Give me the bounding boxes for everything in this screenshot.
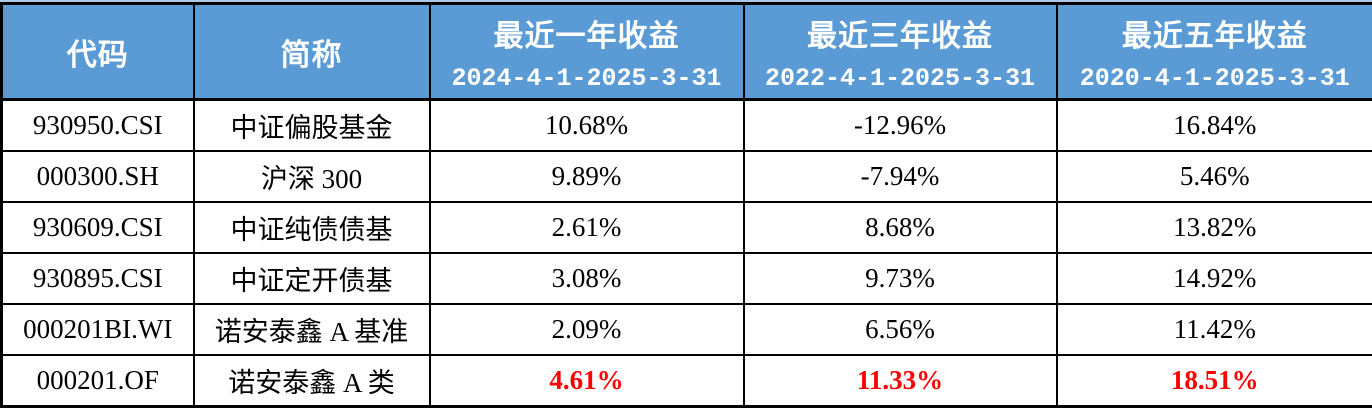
table-row: 000201BI.WI 诺安泰鑫 A 基准 2.09% 6.56% 11.42% [0,303,1372,357]
table-row: 930950.CSI 中证偏股基金 10.68% -12.96% 16.84% [0,98,1372,152]
row-name: 沪深 300 [192,149,431,203]
row-return-3y: -7.94% [742,149,1058,203]
row-return-3y: -12.96% [742,98,1058,152]
top-hairline-divider [0,0,1372,2]
row-return-1y: 2.61% [428,200,745,254]
header-code-label: 代码 [66,38,129,72]
row-return-1y: 4.61% [428,354,745,408]
header-cell-return-3y: 最近三年收益 2022-4-1-2025-3-31 [742,2,1058,101]
row-name: 中证纯债债基 [192,200,431,254]
header-return-5y-label: 最近五年收益 [1121,19,1308,53]
row-name: 诺安泰鑫 A 类 [192,354,431,408]
row-code: 000201.OF [0,354,195,408]
header-return-3y-period: 2022-4-1-2025-3-31 [764,63,1036,93]
table-row: 000201.OF 诺安泰鑫 A 类 4.61% 11.33% 18.51% [0,354,1372,408]
row-return-5y: 16.84% [1055,98,1372,152]
row-return-3y: 11.33% [742,354,1058,408]
header-return-1y-label: 最近一年收益 [493,19,680,53]
row-return-3y: 8.68% [742,200,1058,254]
row-return-1y: 9.89% [428,149,745,203]
row-return-5y: 18.51% [1055,354,1372,408]
row-code: 930609.CSI [0,200,195,254]
table-header: 代码 简称 最近一年收益 2024-4-1-2025-3-31 [0,2,1372,101]
header-row: 代码 简称 最近一年收益 2024-4-1-2025-3-31 [0,2,1372,101]
table-row: 930609.CSI 中证纯债债基 2.61% 8.68% 13.82% [0,200,1372,254]
header-cell-return-5y: 最近五年收益 2020-4-1-2025-3-31 [1055,2,1372,101]
row-code: 000201BI.WI [0,303,195,357]
table-body: 930950.CSI 中证偏股基金 10.68% -12.96% 16.84% … [0,98,1372,408]
row-return-1y: 2.09% [428,303,745,357]
row-return-5y: 5.46% [1055,149,1372,203]
header-return-1y-period: 2024-4-1-2025-3-31 [451,63,722,93]
table-row: 930895.CSI 中证定开债基 3.08% 9.73% 14.92% [0,251,1372,306]
row-return-1y: 3.08% [428,251,745,306]
row-code: 930950.CSI [0,98,195,152]
row-code: 000300.SH [0,149,195,203]
row-name: 中证定开债基 [192,251,431,306]
header-return-5y-period: 2020-4-1-2025-3-31 [1079,63,1350,93]
row-return-1y: 10.68% [428,98,745,152]
row-code: 930895.CSI [0,251,195,306]
row-return-3y: 9.73% [742,251,1058,306]
header-name-label: 简称 [280,38,343,72]
row-return-5y: 14.92% [1055,251,1372,306]
row-return-5y: 13.82% [1055,200,1372,254]
header-cell-return-1y: 最近一年收益 2024-4-1-2025-3-31 [428,2,745,101]
header-cell-name: 简称 [192,2,431,101]
row-name: 中证偏股基金 [192,98,431,152]
header-return-3y-label: 最近三年收益 [807,19,993,53]
row-name: 诺安泰鑫 A 基准 [192,303,431,357]
header-cell-code: 代码 [0,2,195,101]
table-row: 000300.SH 沪深 300 9.89% -7.94% 5.46% [0,149,1372,203]
row-return-3y: 6.56% [742,303,1058,357]
row-return-5y: 11.42% [1055,303,1372,357]
